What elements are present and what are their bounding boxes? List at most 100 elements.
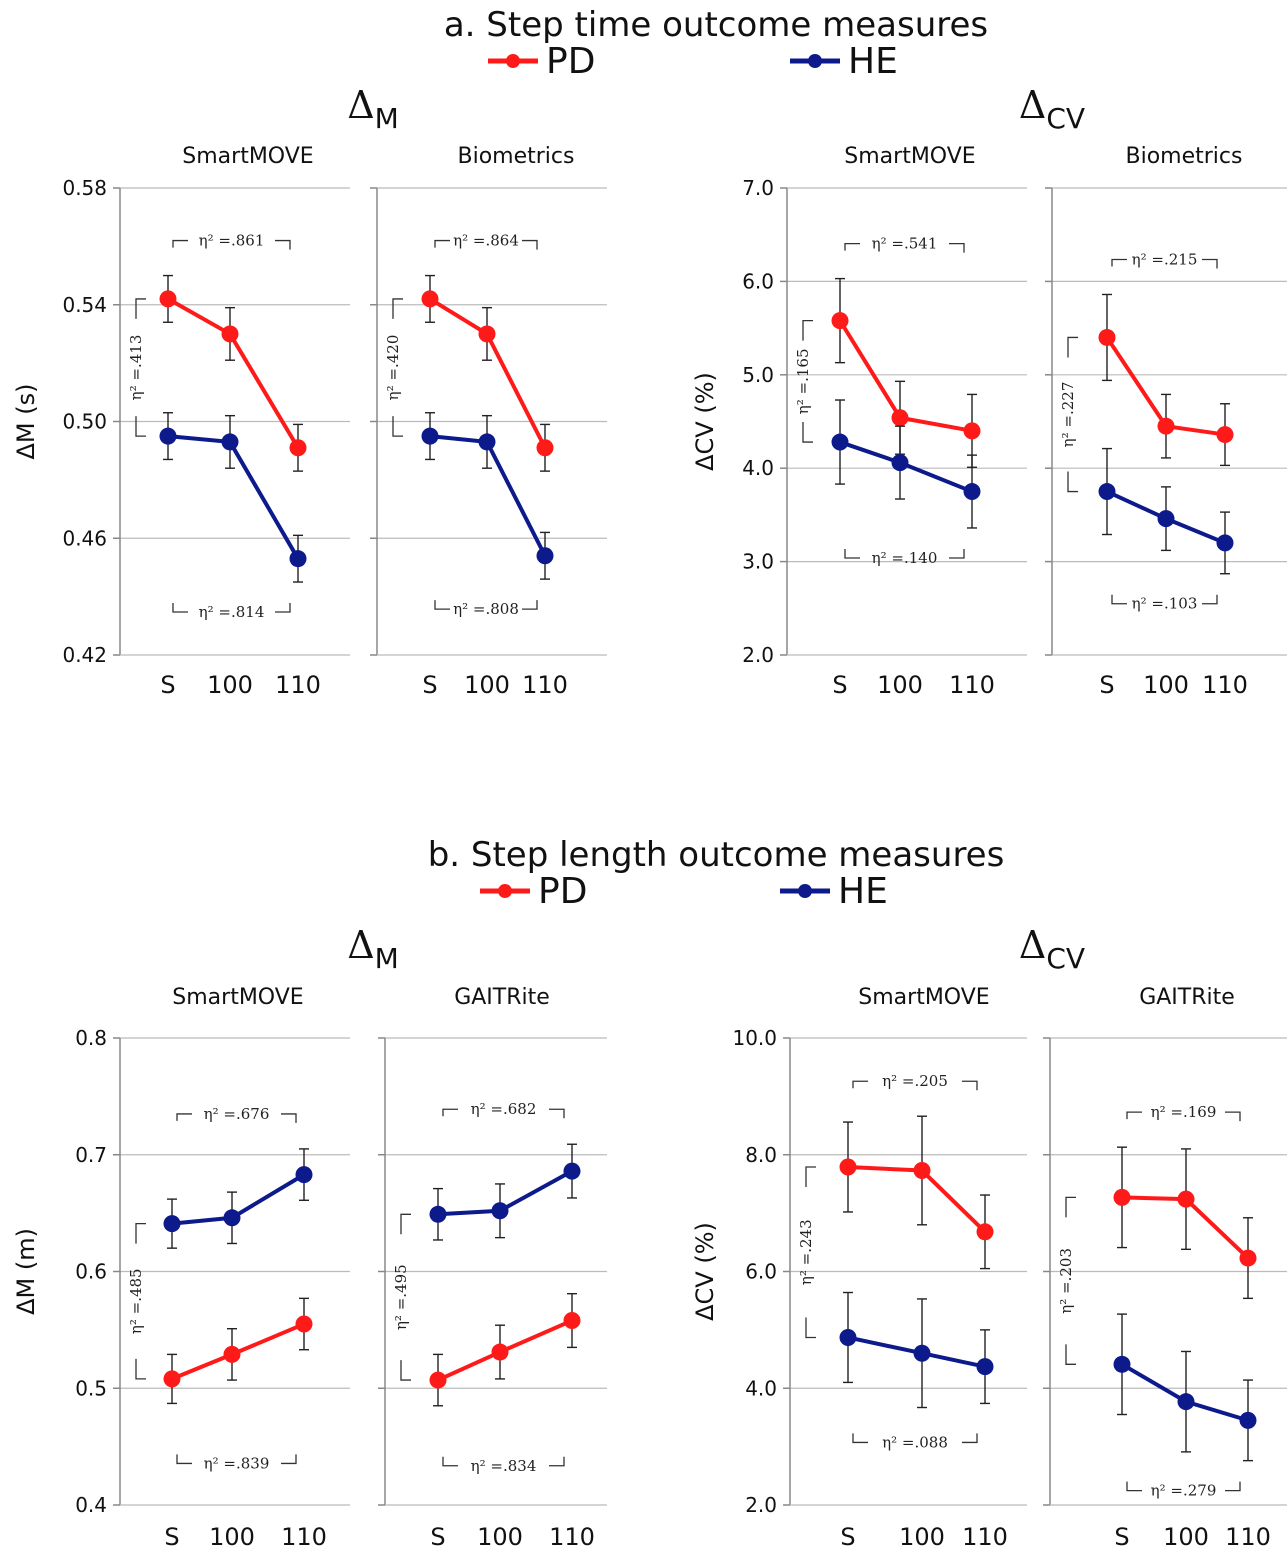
series-he <box>831 399 981 529</box>
series-he <box>159 412 307 583</box>
x-tick-label: 110 <box>949 671 995 699</box>
data-point <box>891 409 909 427</box>
series-pd <box>159 274 307 472</box>
legend-item-pd: PD <box>488 41 595 82</box>
legend-swatch-marker <box>798 884 812 898</box>
section-title: b. Step length outcome measures <box>428 835 1005 875</box>
x-tick-label: 110 <box>281 1523 327 1550</box>
series-pd <box>839 1115 994 1270</box>
chart-panel-a-dcv-biometrics: Biometrics S 100 110 η² =.215 η² =.103 η² =.22… <box>1045 144 1287 699</box>
chart-panel-b-dcv-smartmove: 2.0 4.0 6.0 8.0 10.0 ΔCV (%) SmartMOVE S 100 110 η… <box>691 985 1027 1550</box>
series-line <box>167 297 300 449</box>
panel-title: GAITRite <box>454 985 550 1010</box>
data-point <box>1177 1190 1195 1208</box>
x-tick-label: S <box>1114 1523 1129 1550</box>
group-title-symbol: Δ <box>347 923 374 967</box>
data-point <box>491 1202 509 1220</box>
eta-annotation-top: η² =.205 <box>852 1072 978 1090</box>
eta-label: η² =.864 <box>453 232 519 250</box>
eta-annotation-side: η² =.243 <box>797 1166 816 1339</box>
eta-label: η² =.103 <box>1132 595 1198 613</box>
data-point <box>478 325 496 343</box>
eta-label: η² =.279 <box>1151 1482 1217 1500</box>
panel-title: GAITRite <box>1139 985 1235 1010</box>
x-tick-label: 110 <box>522 671 568 699</box>
eta-annotation-bottom: η² =.834 <box>442 1456 565 1475</box>
y-tick-label: 0.7 <box>75 1143 107 1167</box>
eta-annotation-bottom: η² =.103 <box>1111 594 1218 613</box>
y-tick-label: 0.5 <box>75 1376 107 1400</box>
section-title: a. Step time outcome measures <box>444 5 988 45</box>
data-point <box>1113 1188 1131 1206</box>
series-he <box>1113 1313 1257 1462</box>
eta-annotation-side: η² =.413 <box>127 298 146 437</box>
chart-panel-b-dcv-gaitrite: GAITRite S 100 110 η² =.169 η² =.279 η² =.203 <box>1043 985 1287 1550</box>
eta-annotation-bottom: η² =.839 <box>176 1454 297 1472</box>
series-pd <box>831 277 981 468</box>
chart-panel-a-dm-smartmove: 0.42 0.46 0.50 0.54 0.58 ΔM (s) SmartMOVE S 100 1… <box>12 144 350 699</box>
series-he <box>839 1291 994 1409</box>
data-point <box>421 427 439 445</box>
eta-label: η² =.205 <box>882 1072 948 1090</box>
x-tick-label: 110 <box>549 1523 595 1550</box>
data-point <box>223 1209 241 1227</box>
eta-label: η² =.808 <box>453 600 519 618</box>
data-point <box>159 427 177 445</box>
group-title: ΔCV <box>1019 83 1085 135</box>
eta-label: η² =.676 <box>204 1105 270 1123</box>
eta-label: η² =.227 <box>1059 382 1077 448</box>
y-tick-label: 5.0 <box>742 363 774 387</box>
group-title: ΔM <box>347 923 399 975</box>
eta-label: η² =.541 <box>872 235 938 253</box>
x-tick-label: 110 <box>275 671 321 699</box>
chart-panel-a-dm-biometrics: Biometrics S 100 110 η² =.864 η² =.808 η² =.42… <box>370 144 607 699</box>
eta-annotation-side: η² =.227 <box>1059 336 1078 493</box>
group-title-subscript: CV <box>1046 942 1085 975</box>
series-pd <box>1113 1146 1257 1300</box>
eta-label: η² =.420 <box>384 335 402 401</box>
eta-label: η² =.485 <box>127 1268 145 1334</box>
eta-annotation-bottom: η² =.814 <box>172 603 291 621</box>
data-point <box>159 290 177 308</box>
legend: PD HE <box>480 871 888 912</box>
y-tick-label: 2.0 <box>742 643 774 667</box>
group-title-subscript: CV <box>1046 102 1085 135</box>
data-point <box>831 433 849 451</box>
eta-annotation-side: η² =.203 <box>1057 1196 1076 1365</box>
panel-title: Biometrics <box>458 144 575 169</box>
x-tick-label: 100 <box>877 671 923 699</box>
y-axis-label: ΔM (m) <box>12 1228 40 1315</box>
series-he <box>429 1143 581 1241</box>
eta-annotation-top: η² =.682 <box>442 1100 565 1118</box>
y-tick-label: 6.0 <box>745 1260 777 1284</box>
legend-item-he: HE <box>790 41 898 82</box>
chart-panel-b-dm-smartmove: 0.4 0.5 0.6 0.7 0.8 ΔM (m) SmartMOVE S 100 110 η² … <box>12 985 350 1550</box>
x-tick-label: 100 <box>1143 671 1189 699</box>
eta-label: η² =.165 <box>794 348 812 414</box>
series-pd <box>163 1297 313 1405</box>
series-pd <box>421 274 554 472</box>
legend-label: HE <box>838 871 888 912</box>
x-tick-label: 100 <box>464 671 510 699</box>
x-tick-label: 110 <box>962 1523 1008 1550</box>
data-point <box>913 1162 931 1180</box>
data-point <box>221 325 239 343</box>
eta-label: η² =.839 <box>204 1454 270 1472</box>
y-tick-label: 0.8 <box>75 1026 107 1050</box>
eta-annotation-top: η² =.676 <box>176 1105 297 1123</box>
legend-label: PD <box>538 871 587 912</box>
legend-swatch-marker <box>506 54 520 68</box>
data-point <box>976 1223 994 1241</box>
data-point <box>976 1358 994 1376</box>
x-tick-label: 110 <box>1202 671 1248 699</box>
data-point <box>839 1158 857 1176</box>
series-he <box>421 412 554 580</box>
group-title: ΔCV <box>1019 923 1085 975</box>
data-point <box>1216 534 1234 552</box>
chart-panel-a-dcv-smartmove: 2.0 3.0 4.0 5.0 6.0 7.0 ΔCV (%) SmartMOVE S 100 11… <box>691 144 1027 699</box>
data-point <box>1239 1249 1257 1267</box>
data-point <box>963 422 981 440</box>
x-tick-label: 100 <box>207 671 253 699</box>
